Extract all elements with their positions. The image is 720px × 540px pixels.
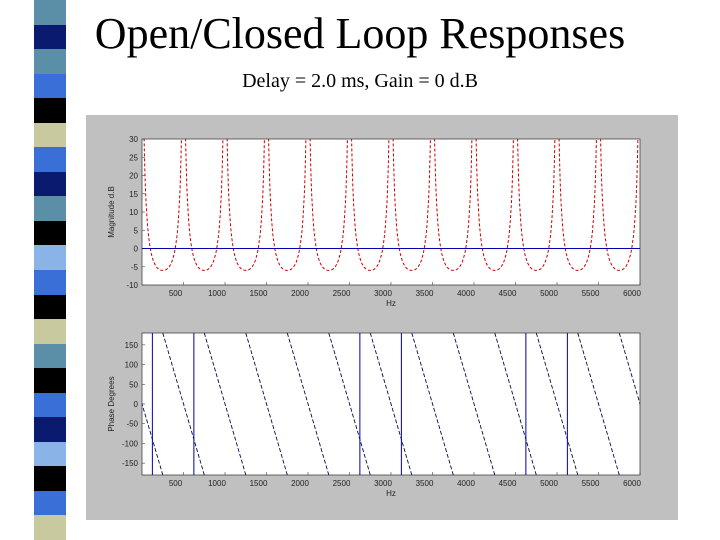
strip-block [34,245,66,271]
x-tick-label: 500 [169,479,183,488]
x-tick-label: 4500 [499,289,517,298]
charts-svg: 500 1000 1500 2000 2500 3000 3500 4000 4500 5000 5… [107,135,641,498]
y-tick-label: -5 [131,263,139,272]
strip-block [34,343,66,369]
y-tick-label: 0 [134,400,139,409]
y-tick-label: 5 [134,226,139,235]
y-tick-label: -10 [126,281,138,290]
x-tick-label: 2500 [333,289,351,298]
slide-title: Open/Closed Loop Responses [94,9,626,58]
phase-series-dashed [142,333,640,475]
strip-block [34,147,66,173]
x-tick-label: 3000 [374,479,392,488]
strip-block [34,122,66,148]
x-tick-label: 5500 [582,289,600,298]
x-tick-label: 2500 [333,479,351,488]
strip-block [34,417,66,443]
x-tick-label: 3500 [416,289,434,298]
y-tick-label: -100 [122,439,139,448]
x-tick-label: 4500 [499,479,517,488]
strip-block [34,49,66,75]
y-axis-label: Phase Degrees [107,376,116,431]
strip-block [34,0,66,25]
x-axis-label: Hz [386,489,396,498]
x-tick-label: 500 [169,289,183,298]
y-tick-label: -50 [126,420,138,429]
strip-block [34,441,66,467]
strip-block [34,220,66,246]
x-tick-label: 5000 [540,479,558,488]
x-tick-label: 1000 [208,479,226,488]
y-tick-label: -150 [122,459,139,468]
x-tick-label: 2000 [291,479,309,488]
x-axis-label: Hz [386,299,396,308]
plot-area-0 [141,138,641,286]
x-tick-label: 1500 [250,479,268,488]
y-tick-label: 10 [129,208,138,217]
x-tick-label: 3500 [416,479,434,488]
strip-block [34,294,66,320]
x-tick-label: 6000 [623,479,641,488]
y-tick-label: 150 [125,341,139,350]
x-tick-label: 5500 [582,479,600,488]
y-tick-label: 30 [129,135,138,144]
strip-block [34,392,66,418]
x-tick-label: 5000 [540,289,558,298]
y-tick-label: 15 [129,190,138,199]
slide-subtitle: Delay = 2.0 ms, Gain = 0 d.B [242,70,478,92]
x-tick-label: 1500 [250,289,268,298]
strip-block [34,73,66,99]
y-tick-label: 100 [125,361,139,370]
strip-block [34,171,66,197]
strip-block [34,490,66,516]
y-tick-label: 0 [134,245,139,254]
strip-block [34,196,66,222]
strip-block [34,368,66,394]
strip-block [34,515,66,540]
strip-block [34,24,66,50]
x-tick-label: 1000 [208,289,226,298]
y-tick-label: 20 [129,172,138,181]
y-tick-label: 50 [129,380,138,389]
strip-block [34,98,66,124]
strip-block [34,270,66,295]
x-tick-label: 4000 [457,479,475,488]
x-tick-label: 4000 [457,289,475,298]
y-tick-label: 25 [129,153,138,162]
y-axis-label: Magnitude d.B [107,186,116,238]
figure-panel: 500 1000 1500 2000 2500 3000 3500 4000 4500 5000 5… [86,115,678,520]
x-tick-label: 2000 [291,289,309,298]
x-tick-label: 3000 [374,289,392,298]
strip-block [34,319,66,345]
strip-block [34,466,66,492]
decorative-side-strip [34,0,66,540]
x-tick-label: 6000 [623,289,641,298]
